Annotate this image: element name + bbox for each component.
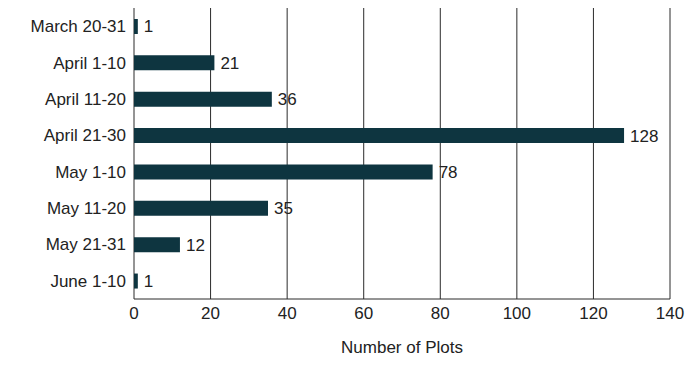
svg-text:140: 140 <box>656 304 684 323</box>
svg-text:120: 120 <box>579 304 607 323</box>
svg-text:0: 0 <box>129 304 138 323</box>
svg-text:60: 60 <box>354 304 373 323</box>
svg-text:Number of Plots: Number of Plots <box>341 338 463 357</box>
svg-text:40: 40 <box>278 304 297 323</box>
svg-text:80: 80 <box>431 304 450 323</box>
svg-text:21: 21 <box>220 54 239 73</box>
svg-text:April 21-30: April 21-30 <box>44 126 126 145</box>
svg-text:1: 1 <box>144 272 153 291</box>
svg-text:May 21-31: May 21-31 <box>46 235 126 254</box>
svg-text:12: 12 <box>186 236 205 255</box>
svg-text:April 11-20: April 11-20 <box>45 90 126 109</box>
svg-text:June 1-10: June 1-10 <box>50 272 126 291</box>
svg-text:78: 78 <box>439 163 458 182</box>
svg-text:36: 36 <box>278 90 297 109</box>
svg-text:April 1-10: April 1-10 <box>53 54 126 73</box>
svg-text:35: 35 <box>274 199 293 218</box>
svg-text:128: 128 <box>630 127 658 146</box>
svg-text:1: 1 <box>144 17 153 36</box>
svg-text:20: 20 <box>201 304 220 323</box>
svg-text:100: 100 <box>503 304 531 323</box>
svg-text:March 20-31: March 20-31 <box>31 17 126 36</box>
svg-text:May 1-10: May 1-10 <box>55 163 126 182</box>
svg-text:May 11-20: May 11-20 <box>47 199 126 218</box>
